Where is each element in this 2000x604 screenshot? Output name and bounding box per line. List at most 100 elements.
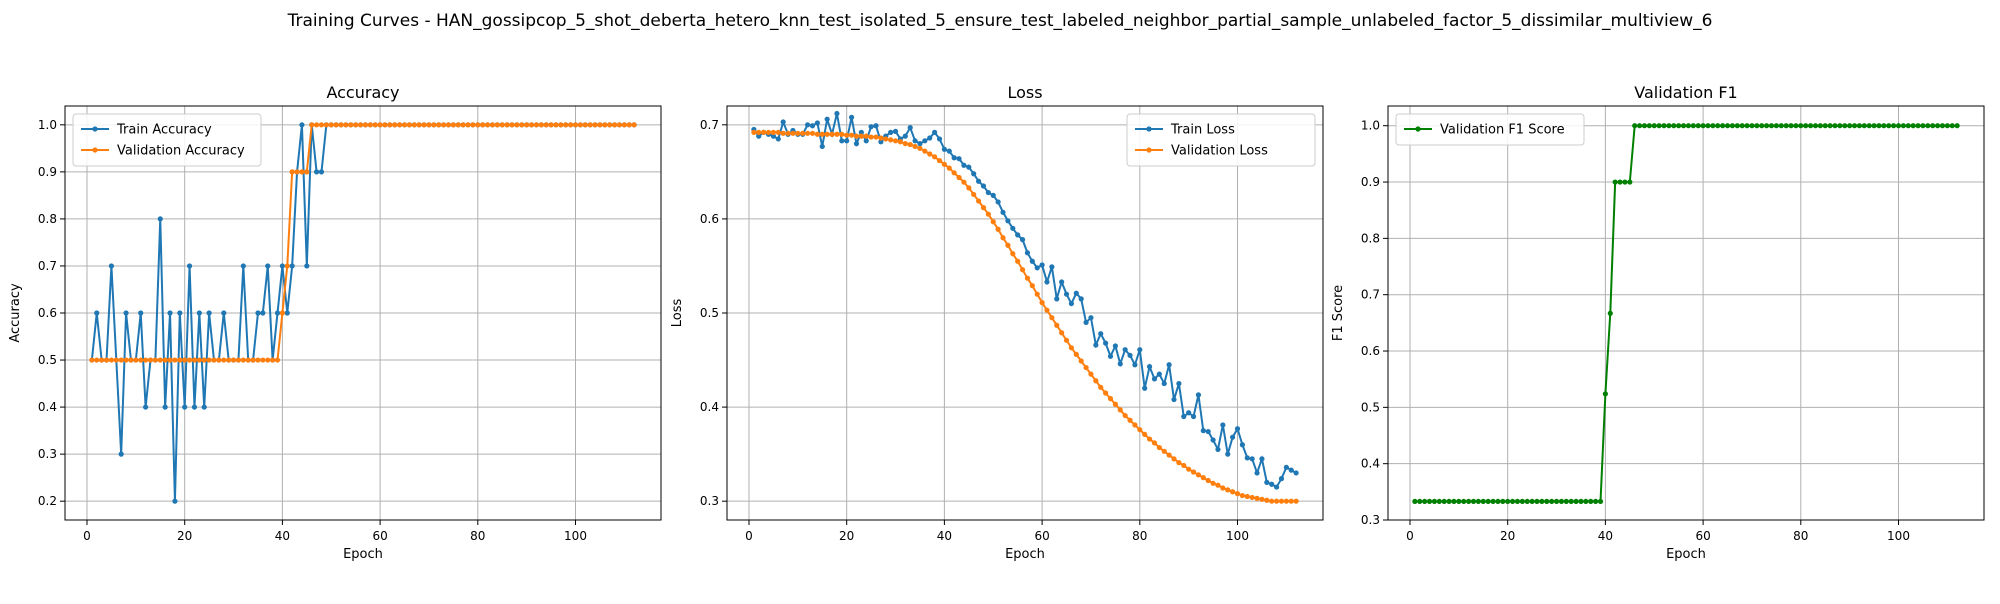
data-point [1122,347,1128,353]
data-point [1803,123,1809,129]
data-point [990,219,996,225]
data-point [1103,390,1109,396]
data-point [853,141,860,147]
data-point [1558,498,1565,505]
data-point [1273,484,1280,490]
data-point [509,122,515,128]
data-point [834,131,840,137]
data-point [1068,300,1075,307]
data-point [1112,343,1118,349]
y-tick-label: 0.6 [1361,344,1380,358]
data-point [1010,225,1016,231]
data-point [1622,179,1628,185]
data-point [372,122,378,128]
data-point [1073,290,1079,296]
y-axis-label: Accuracy [8,283,23,343]
data-point [1734,123,1740,129]
x-tick-label: 60 [1034,529,1049,543]
data-point [133,357,139,363]
data-point [1915,123,1921,129]
subplot-1: 0 20 40 60 80 100 0.2 0.3 0.4 0.5 0.6 0.7 0.8 0.9 1.0 A… [8,83,662,562]
data-point [775,129,781,135]
data-point [902,133,908,139]
data-point [848,114,855,120]
y-tick-label: 0.4 [1361,457,1380,471]
data-point [814,131,820,137]
y-tick-label: 0.8 [38,212,57,226]
data-point [1500,498,1506,505]
data-point [1744,123,1750,129]
y-tick-label: 0.7 [700,118,719,132]
data-point [274,357,281,363]
data-point [819,131,825,137]
data-point [780,119,786,125]
data-point [1234,491,1241,497]
y-tick-label: 0.3 [1361,513,1380,527]
data-point [927,151,933,157]
data-point [1651,123,1657,129]
data-point [1171,456,1177,462]
data-point [1861,123,1867,129]
data-point [538,122,544,128]
data-point [484,122,491,128]
legend: Train Accuracy Validation Accuracy [72,113,262,167]
data-point [294,169,300,175]
data-point [1278,498,1285,504]
data-point [1920,123,1926,129]
data-point [1934,123,1941,129]
data-point [436,122,442,128]
data-point [1225,487,1231,493]
data-point [941,161,947,167]
data-point [1234,426,1241,432]
data-point [118,357,124,363]
data-point [1837,123,1843,129]
legend-swatch-marker [92,126,98,132]
data-point [951,155,957,161]
data-point [1107,396,1114,402]
data-point [186,263,193,269]
data-point [1122,412,1128,419]
x-tick-label: 80 [470,529,485,543]
x-tick-label: 100 [564,529,587,543]
x-tick-label: 0 [83,529,91,543]
data-point [284,263,290,269]
data-point [1005,242,1011,248]
data-point [152,357,158,363]
data-point [1244,455,1250,461]
data-point [387,122,393,128]
data-point [1166,452,1172,458]
data-point [1044,307,1050,313]
x-tick-label: 80 [1132,529,1147,543]
data-point [1607,310,1613,316]
data-point [1137,347,1143,353]
data-point [157,357,163,363]
data-point [780,130,786,136]
data-point [621,122,627,128]
data-point [1068,345,1075,351]
data-point [1215,482,1221,488]
data-point [279,310,285,316]
data-point [255,357,261,363]
subplots: 0 20 40 60 80 100 0.2 0.3 0.4 0.5 0.6 0.7 0.8 0.9 1.0 A… [8,83,1985,562]
data-point [1063,337,1070,343]
data-point [805,130,811,136]
data-point [494,122,500,128]
data-point [809,123,816,129]
legend-swatch-marker [92,147,98,153]
data-point [397,122,403,128]
data-point [1949,123,1955,129]
data-point [1259,456,1265,462]
data-point [1283,464,1289,470]
data-point [878,139,884,145]
data-point [1871,123,1877,129]
data-point [568,122,574,128]
data-point [1759,123,1765,129]
data-point [1146,436,1153,442]
data-point [1078,358,1084,364]
legend-box [1395,113,1585,146]
data-point [770,129,777,135]
data-point [416,122,422,128]
data-point [1000,209,1006,215]
data-point [951,170,957,176]
data-point [761,129,767,135]
